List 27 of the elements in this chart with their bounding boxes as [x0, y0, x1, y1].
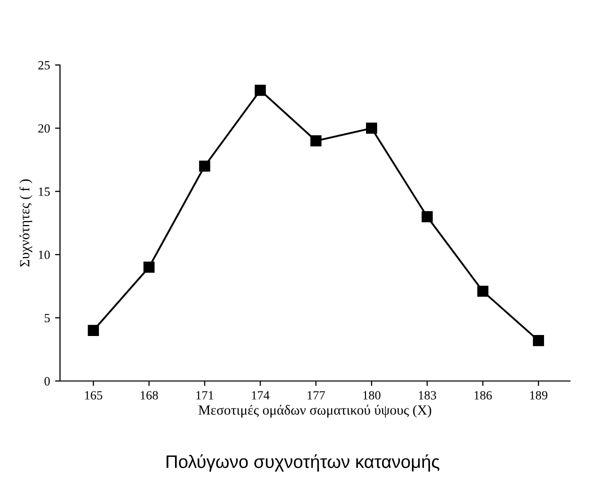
- x-tick-label: 174: [252, 391, 270, 400]
- y-tick-label: 10: [38, 250, 50, 260]
- point: [477, 286, 488, 297]
- x-tick-label: 171: [196, 391, 214, 400]
- x-tick-label: 165: [85, 391, 102, 400]
- point: [254, 84, 266, 96]
- y-tick-label: 0: [44, 377, 50, 386]
- point: [532, 334, 544, 346]
- point: [143, 262, 155, 273]
- point: [422, 211, 433, 222]
- x-axis-title: Μεσοτιμές ομάδων σωματικού ύψους (Χ): [198, 404, 432, 418]
- x-tick-label: 183: [418, 391, 436, 400]
- point: [310, 135, 322, 146]
- x-tick-label: 180: [363, 391, 380, 400]
- x-tick-label: 189: [530, 391, 548, 400]
- x-tick-label: 186: [474, 391, 492, 400]
- y-tick-label: 5: [44, 314, 50, 322]
- x-tick-label: 168: [140, 391, 158, 400]
- x-tick-label: 177: [308, 391, 325, 400]
- y-tick-label: 20: [38, 124, 50, 133]
- y-tick-label: 15: [38, 187, 50, 196]
- y-tick-label: 25: [38, 61, 50, 70]
- point: [199, 160, 210, 172]
- point: [88, 324, 99, 336]
- point: [366, 122, 378, 134]
- y-axis-title: Συχνότητες ( f ): [19, 179, 32, 267]
- text: Πολύγωνο συχνοτήτων κατανομής: [166, 454, 440, 472]
